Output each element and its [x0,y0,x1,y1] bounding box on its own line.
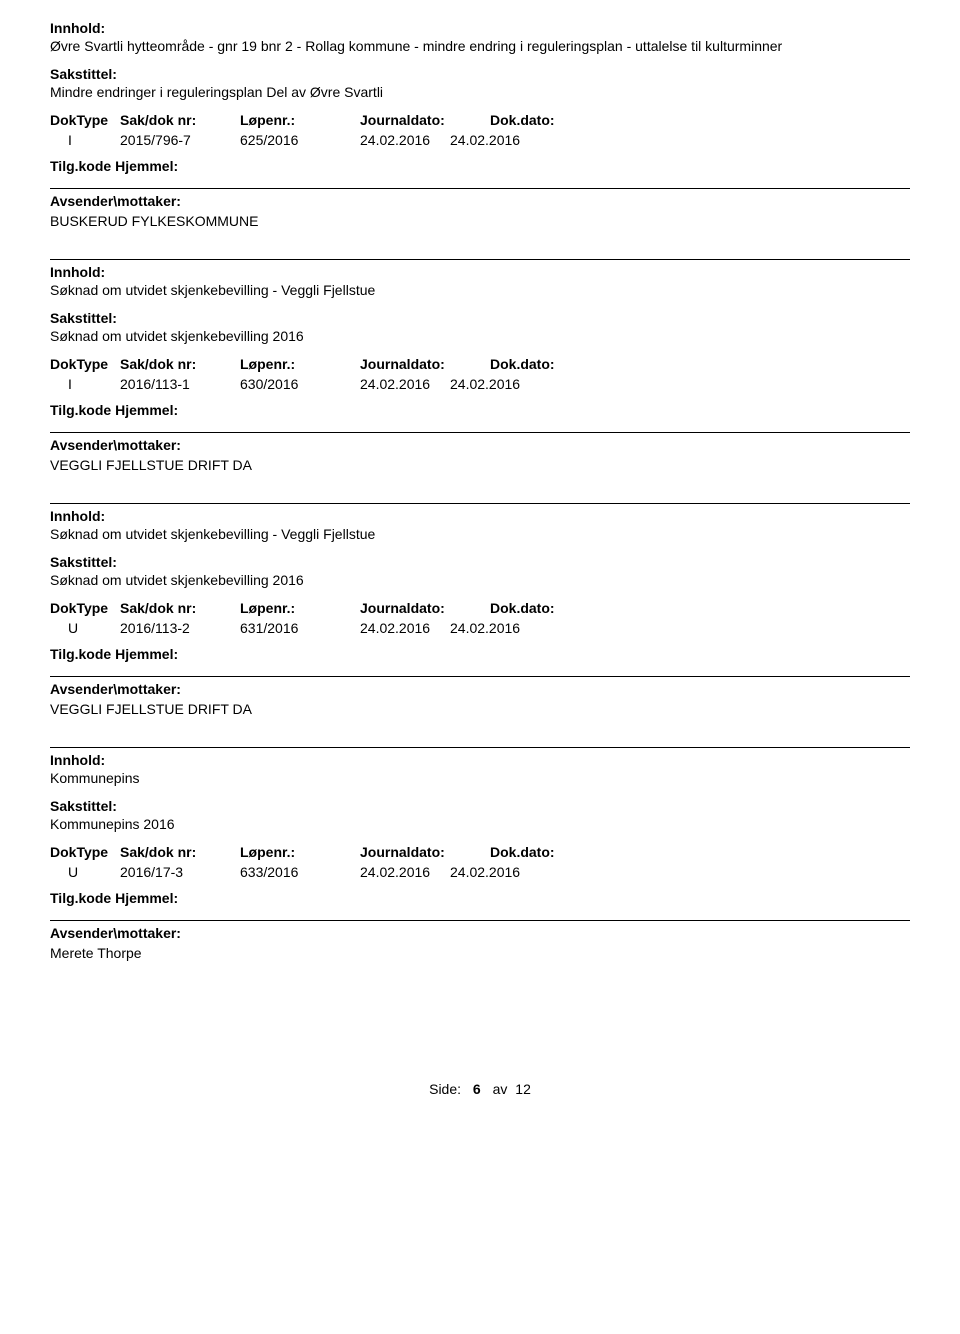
tilg-row: Tilg.kode Hjemmel: [50,402,910,418]
col-lopenr-header: Løpenr.: [240,112,360,128]
col-saknr-header: Sak/dok nr: [120,356,240,372]
journal-value: 24.02.2016 [320,620,450,636]
journal-record: Innhold: Kommunepins Sakstittel: Kommune… [50,747,910,961]
sakstittel-content: Søknad om utvidet skjenkebevilling 2016 [50,572,910,588]
col-doktype-header: DokType [50,112,120,128]
saknr-value: 2016/113-1 [80,376,200,392]
col-journal-header: Journaldato: [360,112,490,128]
innhold-content: Søknad om utvidet skjenkebevilling - Veg… [50,526,910,542]
tilg-row: Tilg.kode Hjemmel: [50,158,910,174]
dokdato-value: 24.02.2016 [450,864,580,880]
col-dokdato-header: Dok.dato: [490,844,620,860]
avsender-label: Avsender\mottaker: [50,193,910,209]
innhold-label: Innhold: [50,508,910,524]
page-footer: Side: 6 av 12 [50,1081,910,1097]
sakstittel-content: Kommunepins 2016 [50,816,910,832]
col-lopenr-header: Løpenr.: [240,356,360,372]
lopenr-value: 633/2016 [200,864,320,880]
page-current: 6 [473,1081,481,1097]
col-lopenr-header: Løpenr.: [240,844,360,860]
hjemmel-label: Hjemmel: [115,158,178,174]
table-header: DokType Sak/dok nr: Løpenr.: Journaldato… [50,600,910,616]
tilgkode-label: Tilg.kode [50,158,111,174]
tilg-row: Tilg.kode Hjemmel: [50,646,910,662]
page-total: 12 [515,1081,531,1097]
col-journal-header: Journaldato: [360,356,490,372]
dokdato-value: 24.02.2016 [450,376,580,392]
col-saknr-header: Sak/dok nr: [120,600,240,616]
innhold-label: Innhold: [50,264,910,280]
col-journal-header: Journaldato: [360,600,490,616]
sakstittel-label: Sakstittel: [50,66,910,82]
innhold-content: Søknad om utvidet skjenkebevilling - Veg… [50,282,910,298]
innhold-label: Innhold: [50,20,910,36]
col-doktype-header: DokType [50,844,120,860]
journal-value: 24.02.2016 [320,132,450,148]
innhold-content: Kommunepins [50,770,910,786]
table-header: DokType Sak/dok nr: Løpenr.: Journaldato… [50,356,910,372]
dokdato-value: 24.02.2016 [450,132,580,148]
lopenr-value: 631/2016 [200,620,320,636]
table-row: I 2016/113-1 630/2016 24.02.2016 24.02.2… [50,376,910,392]
journal-value: 24.02.2016 [320,864,450,880]
dokdato-value: 24.02.2016 [450,620,580,636]
hjemmel-label: Hjemmel: [115,402,178,418]
divider [50,432,910,433]
innhold-label: Innhold: [50,752,910,768]
avsender-label: Avsender\mottaker: [50,681,910,697]
sakstittel-label: Sakstittel: [50,554,910,570]
col-doktype-header: DokType [50,600,120,616]
table-header: DokType Sak/dok nr: Løpenr.: Journaldato… [50,844,910,860]
records-container: Innhold: Øvre Svartli hytteområde - gnr … [50,20,910,961]
sakstittel-label: Sakstittel: [50,798,910,814]
tilgkode-label: Tilg.kode [50,402,111,418]
journal-record: Innhold: Søknad om utvidet skjenkebevill… [50,503,910,717]
tilgkode-label: Tilg.kode [50,890,111,906]
saknr-value: 2016/17-3 [80,864,200,880]
col-dokdato-header: Dok.dato: [490,356,620,372]
avsender-label: Avsender\mottaker: [50,925,910,941]
table-row: I 2015/796-7 625/2016 24.02.2016 24.02.2… [50,132,910,148]
col-saknr-header: Sak/dok nr: [120,112,240,128]
col-lopenr-header: Løpenr.: [240,600,360,616]
saknr-value: 2016/113-2 [80,620,200,636]
avsender-content: BUSKERUD FYLKESKOMMUNE [50,213,910,229]
col-journal-header: Journaldato: [360,844,490,860]
tilgkode-label: Tilg.kode [50,646,111,662]
journal-record: Innhold: Søknad om utvidet skjenkebevill… [50,259,910,473]
col-dokdato-header: Dok.dato: [490,600,620,616]
hjemmel-label: Hjemmel: [115,646,178,662]
doktype-value: U [50,864,80,880]
saknr-value: 2015/796-7 [80,132,200,148]
avsender-content: Merete Thorpe [50,945,910,961]
doktype-value: I [50,132,80,148]
avsender-content: VEGGLI FJELLSTUE DRIFT DA [50,701,910,717]
sakstittel-content: Mindre endringer i reguleringsplan Del a… [50,84,910,100]
divider [50,676,910,677]
lopenr-value: 625/2016 [200,132,320,148]
page-label: Side: [429,1081,461,1097]
col-doktype-header: DokType [50,356,120,372]
col-dokdato-header: Dok.dato: [490,112,620,128]
table-row: U 2016/113-2 631/2016 24.02.2016 24.02.2… [50,620,910,636]
journal-value: 24.02.2016 [320,376,450,392]
table-row: U 2016/17-3 633/2016 24.02.2016 24.02.20… [50,864,910,880]
avsender-content: VEGGLI FJELLSTUE DRIFT DA [50,457,910,473]
table-header: DokType Sak/dok nr: Løpenr.: Journaldato… [50,112,910,128]
page-of: av [493,1081,508,1097]
divider [50,188,910,189]
hjemmel-label: Hjemmel: [115,890,178,906]
divider [50,920,910,921]
col-saknr-header: Sak/dok nr: [120,844,240,860]
sakstittel-content: Søknad om utvidet skjenkebevilling 2016 [50,328,910,344]
doktype-value: I [50,376,80,392]
lopenr-value: 630/2016 [200,376,320,392]
doktype-value: U [50,620,80,636]
innhold-content: Øvre Svartli hytteområde - gnr 19 bnr 2 … [50,38,910,54]
sakstittel-label: Sakstittel: [50,310,910,326]
journal-record: Innhold: Øvre Svartli hytteområde - gnr … [50,20,910,229]
avsender-label: Avsender\mottaker: [50,437,910,453]
tilg-row: Tilg.kode Hjemmel: [50,890,910,906]
